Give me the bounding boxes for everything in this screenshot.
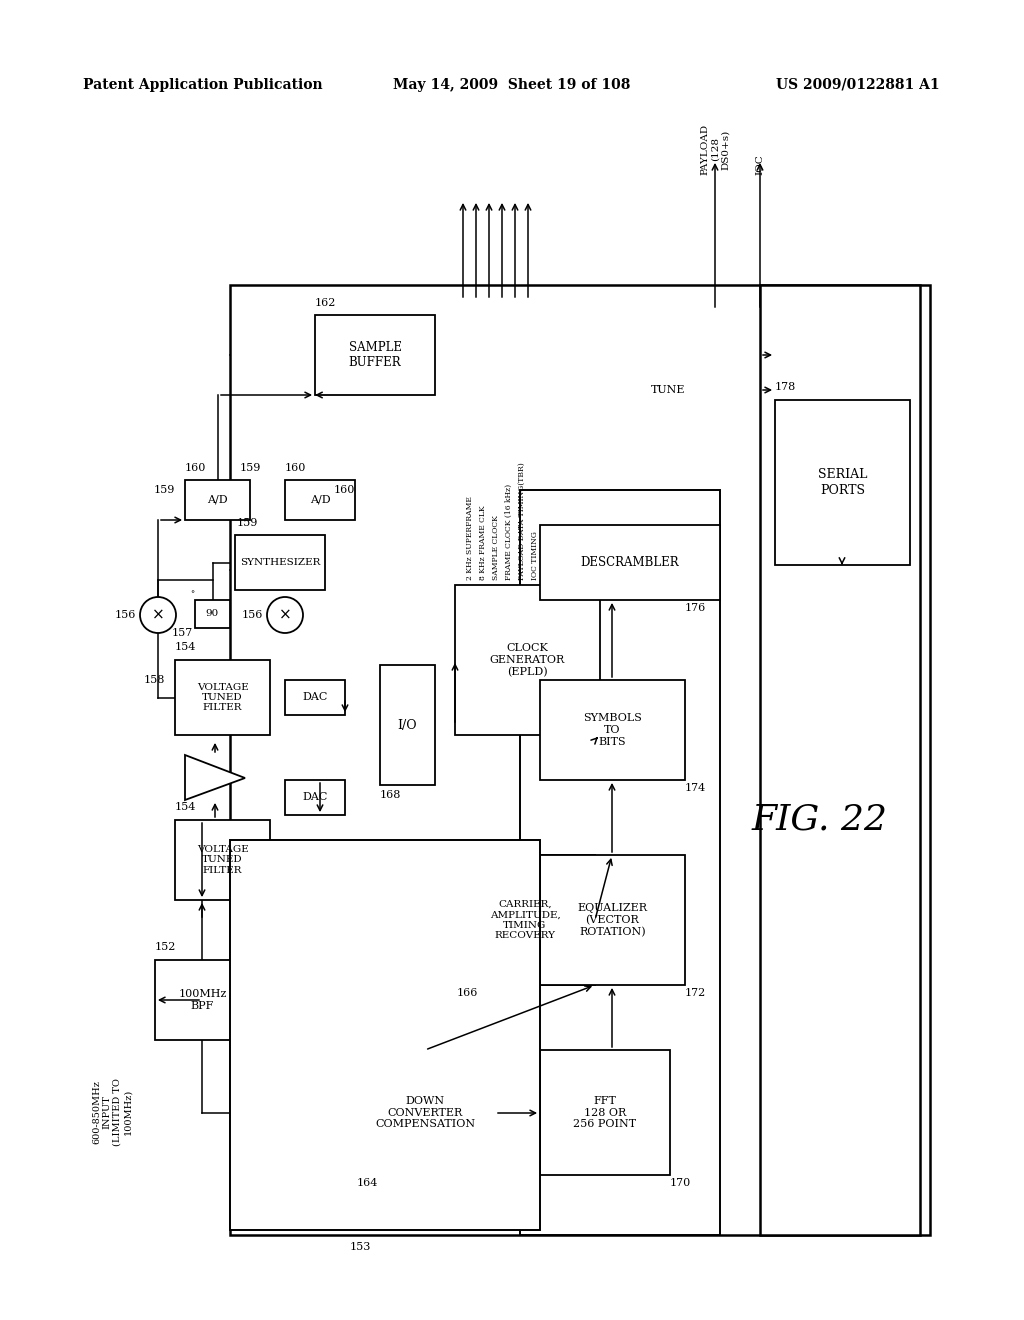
Polygon shape — [185, 755, 245, 800]
Text: SAMPLE
BUFFER: SAMPLE BUFFER — [348, 341, 401, 370]
Text: DOWN
CONVERTER
COMPENSATION: DOWN CONVERTER COMPENSATION — [375, 1096, 475, 1129]
Text: 160: 160 — [185, 463, 207, 473]
Text: 160: 160 — [334, 484, 355, 495]
Text: IOC: IOC — [756, 154, 765, 176]
Text: 172: 172 — [685, 987, 707, 998]
Text: 158: 158 — [143, 675, 165, 685]
Text: 159: 159 — [237, 517, 258, 528]
Text: 2 KHz SUPERFRAME: 2 KHz SUPERFRAME — [466, 496, 474, 579]
Text: 174: 174 — [685, 783, 707, 793]
Text: FFT
128 OR
256 POINT: FFT 128 OR 256 POINT — [573, 1096, 637, 1129]
Text: A/D: A/D — [309, 495, 331, 506]
Text: 154: 154 — [175, 803, 197, 812]
Text: 159: 159 — [154, 484, 175, 495]
Text: PAYLOAD DATA TIMING(TBR): PAYLOAD DATA TIMING(TBR) — [518, 462, 526, 579]
Text: A/D: A/D — [207, 495, 227, 506]
Text: 100MHz
BPF: 100MHz BPF — [178, 989, 226, 1011]
Bar — [230, 285, 930, 1236]
Text: 162: 162 — [315, 298, 336, 308]
Bar — [540, 855, 685, 985]
Text: 166: 166 — [457, 987, 478, 998]
Text: 168: 168 — [380, 789, 401, 800]
Text: EQUALIZER
(VECTOR
ROTATION): EQUALIZER (VECTOR ROTATION) — [578, 903, 647, 937]
Text: TUNE: TUNE — [650, 385, 685, 395]
Bar — [185, 480, 250, 520]
Bar — [520, 490, 720, 1236]
Text: DAC: DAC — [302, 792, 328, 803]
Bar — [775, 400, 910, 565]
Bar — [285, 680, 345, 715]
Bar — [540, 525, 720, 601]
Bar — [195, 601, 230, 628]
Text: 90: 90 — [206, 610, 219, 619]
Text: VOLTAGE
TUNED
FILTER: VOLTAGE TUNED FILTER — [197, 682, 249, 713]
Text: DAC: DAC — [302, 693, 328, 702]
Text: 170: 170 — [670, 1177, 691, 1188]
Bar — [455, 855, 595, 985]
Text: ×: × — [279, 607, 292, 623]
Bar — [234, 535, 325, 590]
Text: May 14, 2009  Sheet 19 of 108: May 14, 2009 Sheet 19 of 108 — [393, 78, 631, 92]
Text: 160: 160 — [285, 463, 306, 473]
Text: 153: 153 — [349, 1242, 371, 1251]
Text: °: ° — [189, 590, 194, 598]
Text: SYNTHESIZER: SYNTHESIZER — [240, 558, 321, 568]
Text: SAMPLE CLOCK: SAMPLE CLOCK — [492, 515, 500, 579]
Text: CARRIER,
AMPLITUDE,
TIMING
RECOVERY: CARRIER, AMPLITUDE, TIMING RECOVERY — [489, 900, 560, 940]
Circle shape — [140, 597, 176, 634]
Text: SYMBOLS
TO
BITS: SYMBOLS TO BITS — [583, 713, 642, 747]
Text: ×: × — [152, 607, 165, 623]
Text: SERIAL
PORTS: SERIAL PORTS — [818, 469, 867, 496]
Text: 178: 178 — [775, 381, 797, 392]
Bar — [355, 1049, 495, 1175]
Bar — [285, 480, 355, 520]
Text: FRAME CLOCK (16 kHz): FRAME CLOCK (16 kHz) — [505, 484, 513, 579]
Text: PAYLOAD
(128
DS0+s): PAYLOAD (128 DS0+s) — [700, 124, 730, 176]
Bar — [380, 665, 435, 785]
Bar — [230, 840, 540, 1230]
Text: US 2009/0122881 A1: US 2009/0122881 A1 — [776, 78, 940, 92]
Bar — [540, 680, 685, 780]
Text: 154: 154 — [175, 642, 197, 652]
Text: 8 KHz FRAME CLK: 8 KHz FRAME CLK — [479, 506, 487, 579]
Bar — [540, 1049, 670, 1175]
Text: FIG. 22: FIG. 22 — [752, 803, 888, 837]
Bar — [155, 960, 250, 1040]
Text: VOLTAGE
TUNED
FILTER: VOLTAGE TUNED FILTER — [197, 845, 249, 875]
Bar — [760, 285, 920, 1236]
Text: Patent Application Publication: Patent Application Publication — [83, 78, 323, 92]
Text: 164: 164 — [357, 1177, 379, 1188]
Bar — [175, 820, 270, 900]
Text: 600-850MHz
INPUT
(LIMITED TO
100MHz): 600-850MHz INPUT (LIMITED TO 100MHz) — [92, 1078, 132, 1146]
Text: DESCRAMBLER: DESCRAMBLER — [581, 556, 679, 569]
Text: 152: 152 — [155, 942, 176, 952]
Bar — [315, 315, 435, 395]
Bar — [285, 780, 345, 814]
Text: 176: 176 — [685, 603, 707, 612]
Text: 156: 156 — [115, 610, 136, 620]
Text: 157: 157 — [172, 628, 193, 638]
Text: CLOCK
GENERATOR
(EPLD): CLOCK GENERATOR (EPLD) — [489, 643, 565, 677]
Text: 159: 159 — [240, 463, 261, 473]
Text: I/O: I/O — [397, 718, 418, 731]
Text: IOC TIMING: IOC TIMING — [531, 531, 539, 579]
Bar — [175, 660, 270, 735]
Text: 156: 156 — [242, 610, 263, 620]
Circle shape — [267, 597, 303, 634]
Bar — [455, 585, 600, 735]
